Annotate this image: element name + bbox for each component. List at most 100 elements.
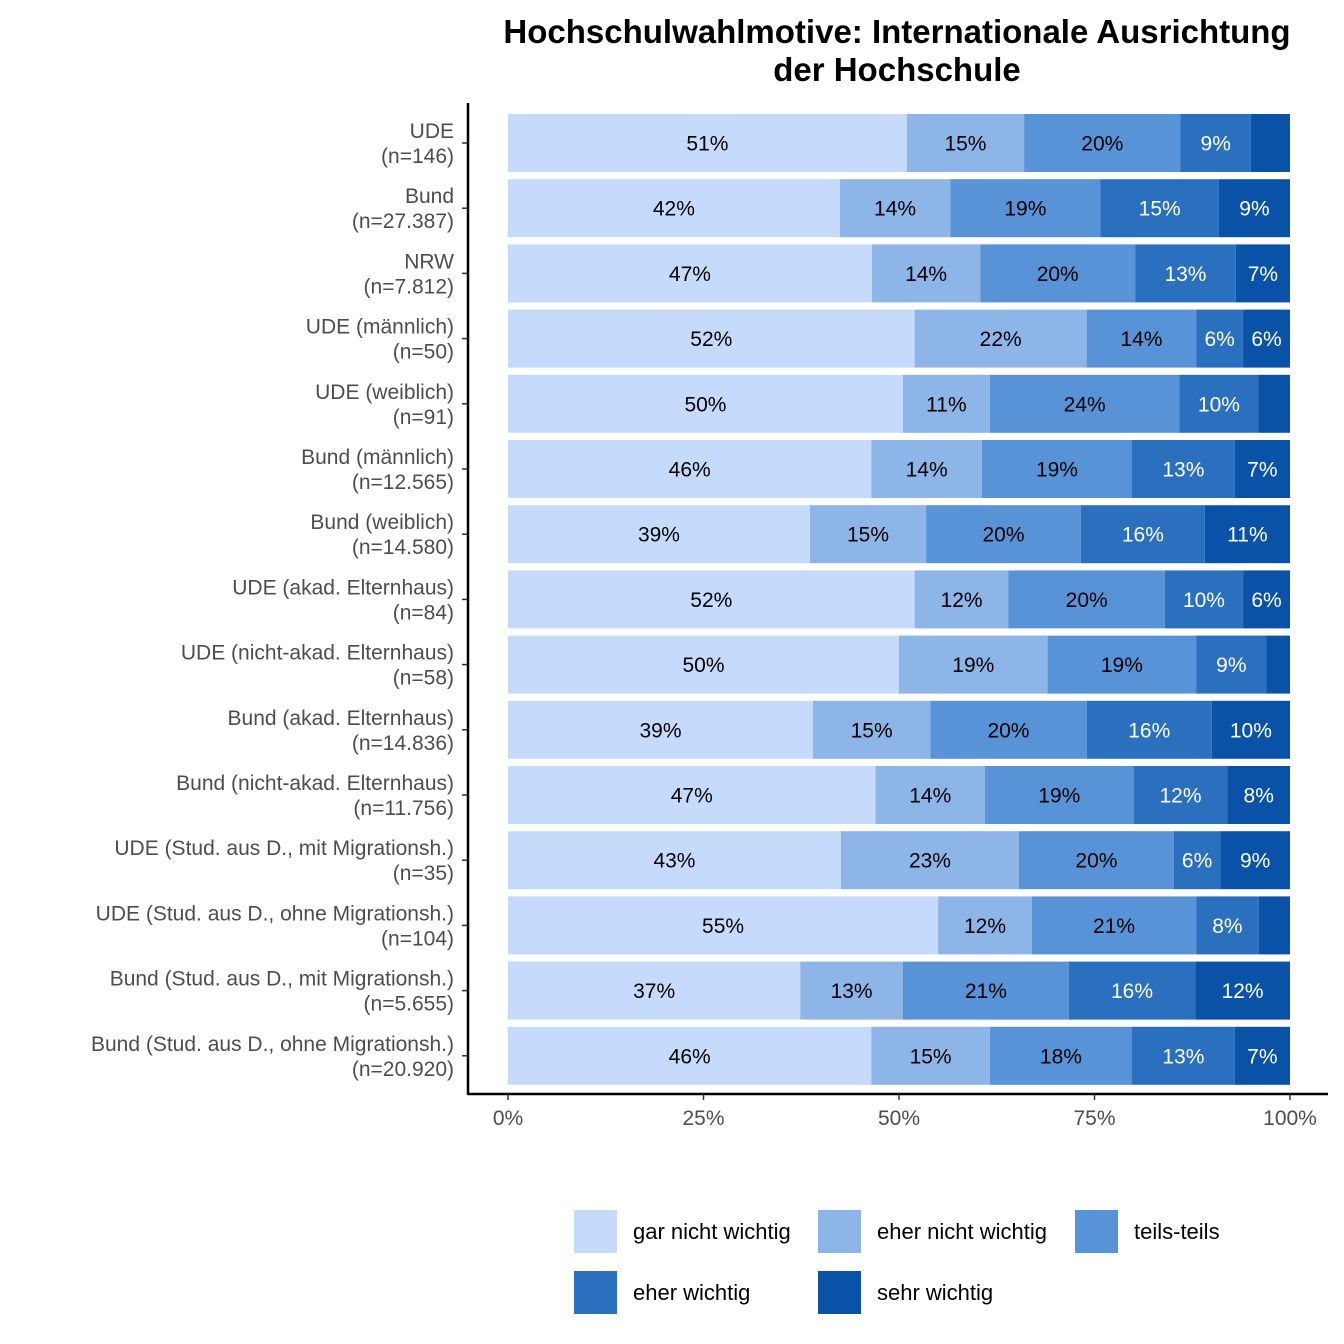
data-label: 12%: [1222, 980, 1264, 1003]
data-label: 11%: [1227, 524, 1267, 547]
data-label: 19%: [1004, 198, 1046, 221]
data-label: 51%: [686, 133, 728, 156]
bar-segment: [508, 570, 915, 629]
bar-segment: [508, 179, 840, 238]
bar-segment: [1196, 896, 1259, 955]
y-category-count: (n=14.836): [352, 732, 454, 755]
y-category-count: (n=35): [393, 862, 454, 885]
y-category-count: (n=50): [393, 341, 454, 364]
bar-segment: [839, 179, 951, 238]
y-category-label: UDE: [410, 120, 454, 143]
y-category-count: (n=12.565): [352, 471, 454, 494]
data-label: 9%: [1216, 654, 1246, 677]
data-label: 15%: [910, 1045, 952, 1068]
bar-segment: [1220, 831, 1290, 890]
bar-segment: [902, 374, 990, 433]
data-label: 12%: [1160, 785, 1202, 808]
data-label: 12%: [941, 589, 983, 612]
bar-segment: [989, 1026, 1133, 1085]
data-label: 10%: [1230, 719, 1272, 742]
bar-segment: [1234, 440, 1290, 498]
data-label: 11%: [926, 393, 966, 416]
data-label: 19%: [952, 654, 994, 677]
chart-title-line-1: Hochschulwahlmotive: Internationale Ausr…: [503, 13, 1290, 50]
bar-segment: [950, 179, 1101, 238]
y-axis-labels: UDE(n=146) Bund(n=27.387) NRW(n=7.812) UDE …: [91, 120, 468, 1081]
bar-segment: [875, 766, 986, 824]
bar-segment: [1218, 179, 1290, 238]
y-category-label: Bund (akad. Elternhaus): [228, 707, 454, 730]
y-category-label: Bund (weiblich): [310, 511, 454, 534]
legend-label: eher wichtig: [633, 1280, 750, 1305]
data-label: 13%: [1164, 263, 1206, 286]
y-category-label: Bund (Stud. aus D., mit Migrationsh.): [110, 968, 454, 991]
bar-segment: [1196, 635, 1267, 694]
data-label: 39%: [639, 719, 681, 742]
data-label: 43%: [653, 850, 695, 873]
data-label: 6%: [1204, 328, 1234, 351]
y-category-count: (n=27.387): [352, 210, 454, 233]
data-label: 9%: [1239, 198, 1269, 221]
x-tick-label: 50%: [878, 1107, 920, 1130]
bar-segment: [1133, 766, 1228, 824]
data-label: 14%: [1120, 328, 1162, 351]
data-label: 20%: [1037, 263, 1079, 286]
bar-segment: [1132, 1026, 1235, 1085]
bar-segment: [871, 440, 982, 498]
bar-segment: [1086, 700, 1212, 759]
bar-segment: [871, 244, 981, 303]
bar-segment: [980, 244, 1136, 303]
bar-segment: [1100, 179, 1219, 238]
data-label: 14%: [909, 785, 951, 808]
bar-segment: [1195, 961, 1290, 1020]
y-category-count: (n=104): [381, 927, 454, 950]
bar-segment: [508, 831, 841, 890]
bar-segment: [914, 570, 1009, 629]
bar-segment: [840, 831, 1020, 890]
data-label: 19%: [1101, 654, 1143, 677]
y-category-count: (n=146): [381, 145, 454, 168]
bar-segment: [508, 1026, 872, 1085]
bars-group: 51% 15% 20% 9% 42% 14% 19% 15% 9% 47% 14% 20% 13% 7% 5…: [508, 114, 1290, 1085]
bar-segment: [1019, 831, 1174, 890]
y-category-label: Bund (männlich): [301, 446, 454, 469]
x-tick-label: 25%: [682, 1107, 724, 1130]
data-label: 6%: [1251, 328, 1281, 351]
data-label: 23%: [909, 850, 951, 873]
bar-segment: [508, 896, 939, 955]
y-category-label: UDE (akad. Elternhaus): [232, 576, 454, 599]
legend-swatch: [818, 1210, 861, 1253]
bar-segment: [930, 700, 1087, 759]
bar-segment: [1164, 570, 1244, 629]
data-label: 12%: [964, 915, 1006, 938]
bar-segment: [508, 309, 915, 368]
legend-swatch: [574, 1210, 617, 1253]
y-category-label: NRW: [404, 250, 454, 273]
bar-segment: [508, 700, 813, 759]
bar-segment: [1258, 896, 1290, 955]
bar-segment: [985, 766, 1134, 824]
bar-segment: [508, 961, 801, 1020]
data-label: 47%: [669, 263, 711, 286]
bar-segment: [800, 961, 903, 1020]
bar-segment: [981, 440, 1133, 498]
y-category-label: UDE (Stud. aus D., ohne Migrationsh.): [96, 902, 454, 925]
legend-label: eher nicht wichtig: [877, 1219, 1047, 1244]
data-label: 14%: [874, 198, 916, 221]
bar-segment: [508, 244, 872, 303]
data-label: 6%: [1182, 850, 1212, 873]
legend-swatch: [818, 1271, 861, 1314]
data-label: 13%: [1162, 459, 1204, 482]
legend: gar nicht wichtig eher nicht wichtig teils…: [574, 1210, 1220, 1314]
bar-segment: [1173, 831, 1221, 890]
bar-segment: [1235, 244, 1290, 303]
data-label: 13%: [831, 980, 873, 1003]
y-category-label: Bund: [405, 185, 454, 208]
data-label: 8%: [1244, 785, 1274, 808]
bar-segment: [1068, 961, 1196, 1020]
y-category-count: (n=58): [393, 667, 454, 690]
bar-segment: [1179, 374, 1259, 433]
x-tick-label: 100%: [1263, 1107, 1317, 1130]
